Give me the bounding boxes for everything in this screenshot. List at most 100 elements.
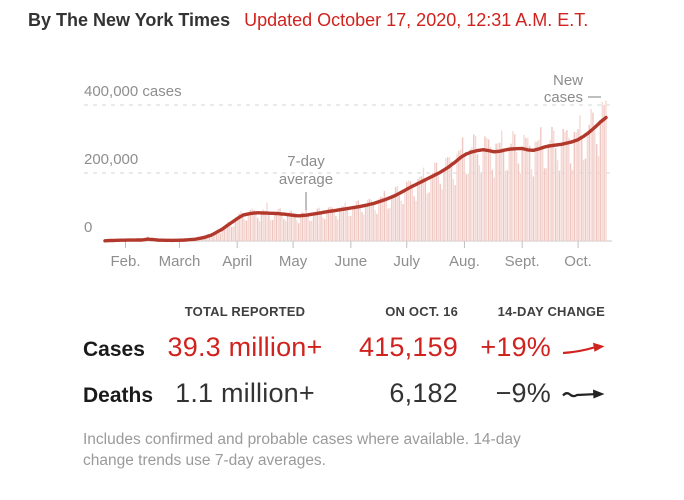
daily-bar [581, 139, 583, 241]
daily-bar [366, 199, 369, 241]
daily-bar [301, 212, 304, 241]
daily-bar [327, 207, 330, 241]
daily-bar [497, 143, 499, 241]
daily-bar [307, 214, 309, 241]
daily-bar [387, 208, 389, 241]
month-label: June [335, 253, 368, 270]
daily-bar [342, 206, 345, 241]
updated-timestamp: Updated October 17, 2020, 12:31 A.M. E.T… [244, 10, 589, 30]
daily-bar [595, 144, 598, 241]
daily-bar [292, 212, 294, 241]
daily-bar [281, 215, 283, 241]
daily-bar [305, 209, 307, 241]
daily-bar [450, 161, 453, 241]
daily-bar [597, 156, 600, 241]
daily-bar [420, 176, 423, 241]
daily-bar [363, 214, 365, 241]
daily-bar [391, 194, 393, 241]
month-label: July [393, 253, 420, 270]
daily-bar [502, 151, 505, 241]
daily-bar [486, 138, 488, 241]
daily-bar [571, 169, 574, 241]
daily-bar [243, 219, 246, 241]
daily-bar [257, 217, 259, 241]
daily-bar [266, 202, 268, 241]
daily-bar [523, 134, 525, 241]
daily-bar [279, 208, 281, 241]
daily-bar [573, 131, 576, 241]
daily-bar [519, 173, 522, 241]
daily-bar [419, 176, 421, 241]
daily-bar [365, 205, 367, 241]
daily-bar [551, 126, 553, 241]
daily-bar [217, 232, 220, 241]
daily-bar [584, 158, 587, 241]
daily-bar [577, 129, 579, 241]
daily-bar [374, 210, 376, 241]
daily-bar [569, 163, 572, 241]
daily-bar [333, 209, 335, 241]
daily-bar [558, 170, 561, 241]
daily-bar [566, 130, 568, 241]
daily-bar [471, 147, 473, 241]
trend-flat-arrow-icon [562, 389, 605, 399]
daily-bar [536, 141, 538, 241]
daily-bar [555, 148, 557, 241]
daily-bar [270, 219, 272, 241]
daily-bar [206, 237, 209, 241]
daily-bar [452, 178, 454, 241]
daily-bar [473, 134, 475, 241]
daily-bar [298, 223, 300, 241]
daily-bar [430, 174, 432, 241]
daily-bar [288, 211, 291, 241]
daily-bar [214, 232, 216, 241]
daily-bar [534, 141, 536, 241]
daily-bar [491, 169, 494, 241]
byline: By The New York Times [28, 10, 231, 30]
daily-bar [331, 207, 333, 241]
deaths-row-label: Deaths [83, 384, 154, 407]
daily-bar [398, 195, 400, 241]
daily-bar [277, 209, 279, 241]
footnote: Includes confirmed and probable cases wh… [83, 429, 521, 471]
cases-row: Cases 39.3 million+ 415,159 +19% [83, 332, 605, 363]
daily-bar [541, 148, 544, 241]
daily-bar [314, 212, 317, 241]
y-axis-label: 0 [84, 219, 92, 236]
daily-bar [221, 228, 224, 241]
daily-bar [499, 142, 501, 241]
daily-bar [370, 199, 373, 241]
daily-bar [517, 163, 520, 241]
daily-bar [230, 226, 233, 241]
daily-bar [411, 184, 413, 241]
daily-bar [320, 214, 322, 241]
cases-total: 39.3 million+ [167, 332, 323, 362]
footnote-line-1: Includes confirmed and probable cases wh… [83, 431, 521, 448]
daily-bar [247, 214, 250, 241]
daily-bar [489, 146, 492, 241]
daily-bar [424, 179, 427, 241]
deaths-change-cell: −9% [458, 378, 605, 409]
daily-bar [385, 198, 387, 241]
daily-bar [203, 237, 205, 241]
daily-bar [337, 219, 339, 241]
daily-bar [299, 213, 302, 241]
daily-bar [564, 131, 566, 241]
daily-bar [249, 210, 251, 241]
daily-bar [322, 217, 324, 241]
daily-bar [476, 154, 479, 241]
daily-bar [484, 136, 486, 241]
trend-up-arrow-icon [562, 342, 605, 355]
daily-bar [588, 124, 590, 241]
chart-header: By The New York Times Updated October 17,… [28, 10, 588, 31]
daily-bar [325, 212, 328, 241]
daily-bar [601, 101, 603, 242]
deaths-change-value: −9% [495, 378, 551, 408]
daily-bar [527, 138, 529, 241]
daily-bar [400, 200, 402, 241]
daily-bar [379, 196, 382, 241]
daily-bar [562, 128, 564, 241]
daily-bar [469, 149, 471, 241]
daily-bar [435, 162, 438, 241]
daily-bar [348, 216, 350, 241]
